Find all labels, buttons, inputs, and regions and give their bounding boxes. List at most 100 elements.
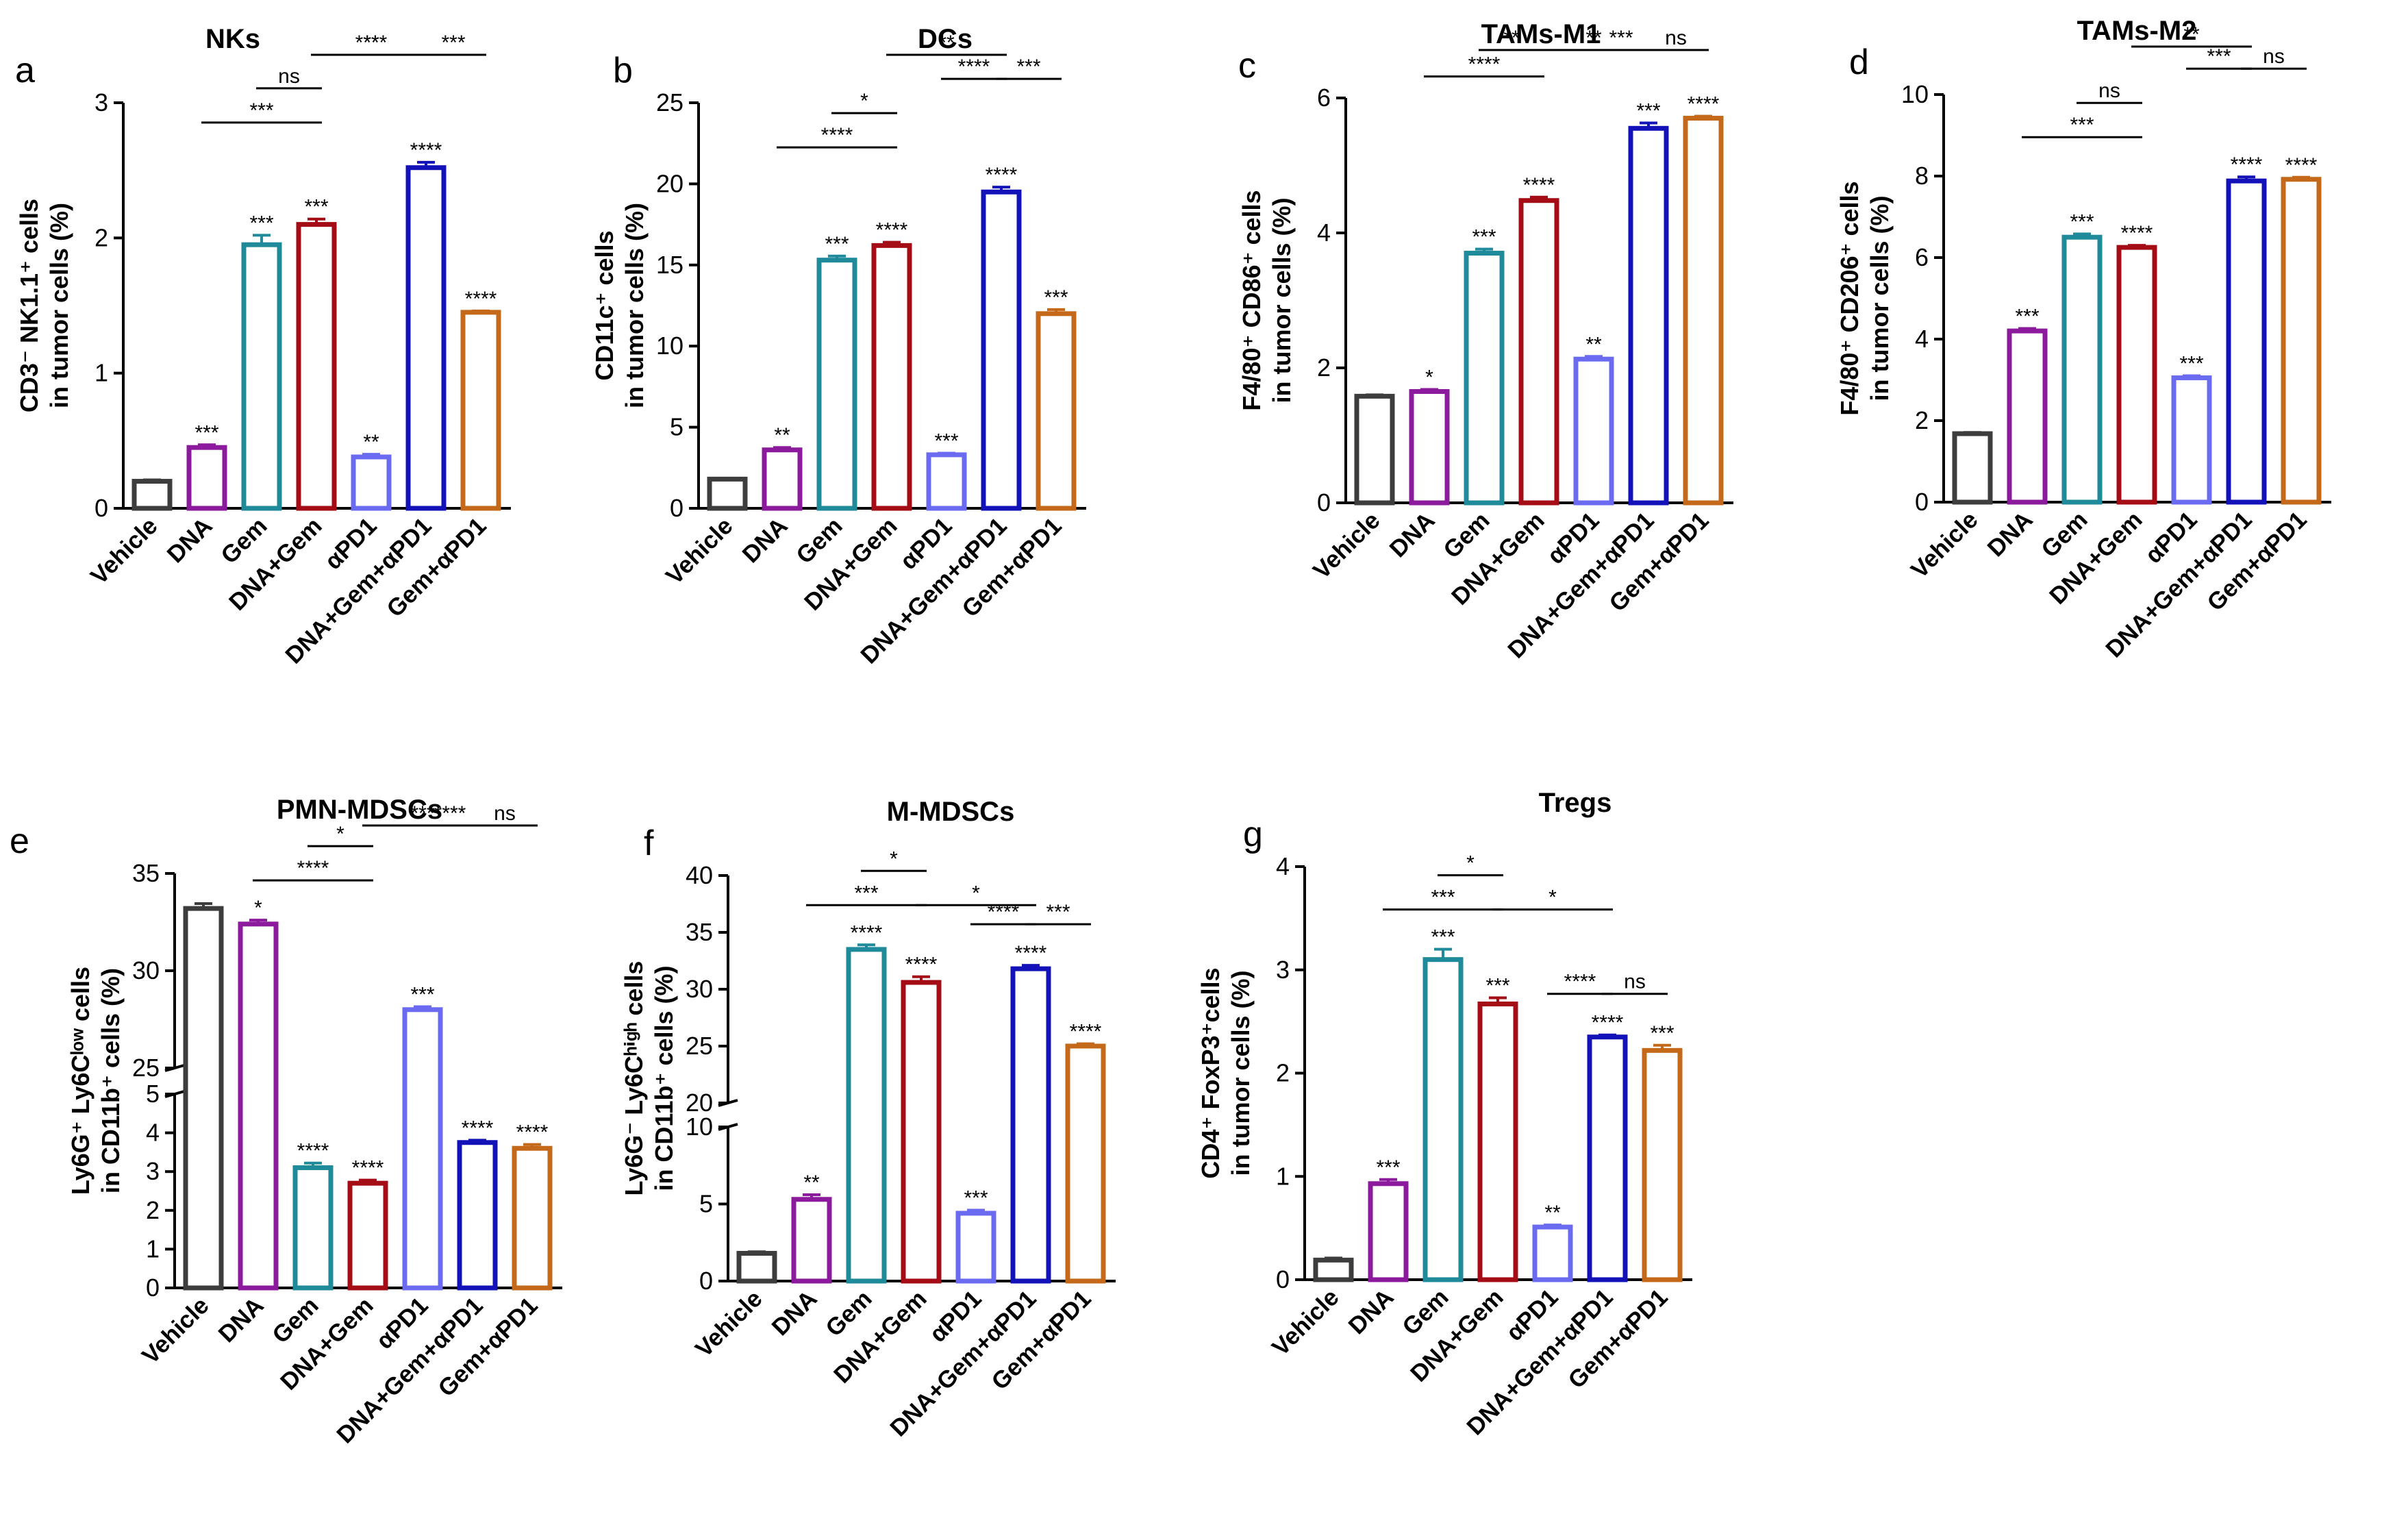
chart-title: DCs [918, 24, 973, 54]
bar-Gem [2061, 234, 2103, 505]
panel-g: g Tregs 0 1 2 3 4 CD4⁺ FoxP3⁺cells in tumor cell… [1196, 788, 1692, 1441]
category-label: Vehicle [137, 1292, 214, 1369]
significance-label: *** [2179, 353, 2203, 375]
bar-DNA [2007, 328, 2048, 505]
y-tick-label: 25 [656, 88, 683, 116]
significance-label: *** [304, 196, 328, 219]
bracket-label: *** [2070, 114, 2094, 136]
significance-label: **** [986, 164, 1018, 186]
bracket-label: * [972, 882, 980, 904]
y-axis-title: Ly6G⁺ Ly6Cˡᵒʷ cells [66, 967, 95, 1195]
panel-e: e PMN-MDSCs 0 1 2 3 4 525 30 35 Ly6G⁺ Ly6Cˡᵒʷ cell… [10, 795, 562, 1449]
significance-label: **** [2285, 154, 2318, 177]
significance-label: **** [1688, 93, 1720, 116]
bracket-label: ns [2098, 79, 2120, 102]
bar-Gem+αPD1 [1065, 1043, 1106, 1284]
significance-label: *** [1376, 1156, 1400, 1179]
bracket-label: *** [854, 882, 878, 904]
panel-d: d TAMs-M2 0 2 4 6 8 10 F4/80⁺ CD206⁺ cells in tum… [1835, 16, 2331, 663]
y-tick-label: 1 [1276, 1162, 1290, 1190]
bar-DNA [1409, 388, 1450, 506]
y-axis-title: CD4⁺ FoxP3⁺cells [1196, 967, 1225, 1178]
bracket-label: *** [1046, 901, 1070, 923]
bracket-label: * [336, 823, 344, 845]
y-tick-label: 30 [132, 956, 160, 984]
bar-DNA+Gem [347, 1180, 388, 1291]
significance-label: **** [1015, 942, 1047, 965]
y-tick-label: 3 [1276, 956, 1290, 984]
bracket-label: *** [249, 99, 273, 122]
panel-letter: a [15, 51, 35, 90]
significance-label: **** [516, 1121, 549, 1144]
category-label: DNA [213, 1292, 268, 1348]
bar-DNA+Gem+αPD1 [405, 165, 447, 511]
significance-label: *** [249, 212, 273, 234]
bracket-label: ns [1624, 971, 1646, 993]
bracket-label: *** [410, 802, 434, 825]
y-axis-title: in CD11b⁺ cells (%) [650, 965, 678, 1191]
y-axis-title: CD3⁻ NK1.1⁺ cells [15, 199, 43, 412]
significance-label: **** [297, 1140, 329, 1163]
significance-label: *** [1650, 1022, 1674, 1045]
significance-label: *** [825, 233, 849, 256]
bracket-label: ns [494, 802, 516, 825]
significance-label: **** [410, 139, 442, 162]
panel-letter: f [644, 823, 654, 863]
bracket-label: ns [278, 65, 300, 88]
bracket-label: * [860, 90, 868, 112]
significance-label: **** [1070, 1021, 1102, 1043]
significance-label: *** [1431, 926, 1455, 949]
panel-letter: e [10, 821, 29, 861]
y-tick-label: 2 [95, 223, 108, 251]
bracket-label: **** [1564, 971, 1596, 993]
bar-Vehicle [736, 1251, 777, 1284]
y-axis-title: in tumor cells (%) [1268, 197, 1296, 403]
significance-label: **** [465, 288, 497, 310]
category-label: Vehicle [661, 512, 738, 590]
bracket-label: ** [1585, 27, 1602, 49]
bar-DNA+Gem+αPD1 [981, 189, 1022, 511]
bracket-label: **** [988, 901, 1020, 923]
panel-a: a NKs 0 1 2 3 CD3⁻ NK1.1⁺ cells in tumor cells … [15, 24, 511, 669]
bracket-label: ** [363, 32, 379, 54]
bar-Gem+αPD1 [1642, 1047, 1683, 1282]
significance-label: **** [2231, 153, 2263, 176]
y-tick-label: 4 [146, 1119, 160, 1147]
category-label: Vehicle [1308, 507, 1385, 584]
bracket-label: * [890, 847, 898, 870]
significance-label: *** [934, 430, 958, 452]
panel-letter: c [1238, 46, 1256, 86]
y-axis-title: Ly6G⁻ Ly6Cʰⁱᵍʰ cells [620, 961, 648, 1196]
significance-label: ** [803, 1171, 820, 1194]
bar-αPD1 [402, 1007, 443, 1291]
chart-title: Tregs [1539, 788, 1612, 818]
bracket-label: **** [821, 124, 853, 147]
y-tick-label: 2 [1915, 406, 1929, 434]
y-tick-label: 3 [146, 1157, 160, 1185]
bracket-label: *** [1431, 886, 1455, 909]
category-label: Vehicle [1906, 506, 1983, 584]
y-tick-label: 0 [1317, 488, 1331, 517]
category-label: DNA [737, 512, 792, 568]
bar-Gem+αPD1 [512, 1145, 553, 1291]
chart-title: TAMs-M2 [2077, 16, 2197, 46]
bracket-label: *** [2207, 45, 2231, 68]
y-tick-label: 35 [686, 918, 713, 946]
category-label: Vehicle [1267, 1284, 1344, 1361]
significance-label: ** [363, 431, 379, 454]
bar-DNA [791, 1197, 832, 1284]
category-label: Vehicle [86, 512, 163, 590]
panel-letter: g [1243, 815, 1263, 854]
bar-αPD1 [2171, 375, 2212, 505]
category-label: DNA [1343, 1284, 1399, 1339]
bar-DNA [762, 447, 803, 511]
bar-αPD1 [926, 452, 967, 511]
bracket-label: ** [1503, 27, 1520, 49]
y-axis-title: in tumor cells (%) [45, 203, 73, 408]
bar-DNA+Gem [871, 243, 912, 511]
bar-DNA+Gem+αPD1 [1010, 966, 1051, 1284]
y-tick-label: 2 [146, 1196, 160, 1224]
y-tick-label: 8 [1915, 162, 1929, 190]
y-tick-label: 6 [1317, 84, 1331, 112]
significance-label: ** [1585, 333, 1602, 356]
